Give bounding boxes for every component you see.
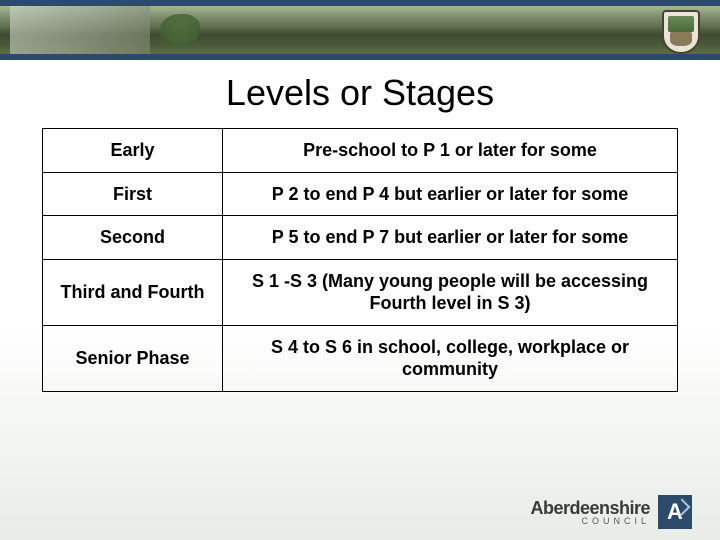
footer-brand: Aberdeenshire COUNCIL A: [530, 495, 692, 529]
table-row: Early Pre-school to P 1 or later for som…: [43, 129, 678, 173]
stage-cell: Pre-school to P 1 or later for some: [223, 129, 678, 173]
level-cell: Early: [43, 129, 223, 173]
stage-cell: S 1 -S 3 (Many young people will be acce…: [223, 259, 678, 325]
brand-sub: COUNCIL: [530, 517, 650, 526]
brand-text: Aberdeenshire COUNCIL: [530, 499, 650, 526]
levels-table-wrap: Early Pre-school to P 1 or later for som…: [0, 128, 720, 392]
table-row: First P 2 to end P 4 but earlier or late…: [43, 172, 678, 216]
table-row: Third and Fourth S 1 -S 3 (Many young pe…: [43, 259, 678, 325]
level-cell: Senior Phase: [43, 325, 223, 391]
level-cell: Second: [43, 216, 223, 260]
stage-cell: S 4 to S 6 in school, college, workplace…: [223, 325, 678, 391]
page-title: Levels or Stages: [0, 72, 720, 114]
school-crest-icon: [662, 10, 700, 54]
level-cell: Third and Fourth: [43, 259, 223, 325]
table-row: Second P 5 to end P 7 but earlier or lat…: [43, 216, 678, 260]
stage-cell: P 2 to end P 4 but earlier or later for …: [223, 172, 678, 216]
header-banner: [0, 0, 720, 60]
brand-main: Aberdeenshire: [530, 499, 650, 517]
stage-cell: P 5 to end P 7 but earlier or later for …: [223, 216, 678, 260]
level-cell: First: [43, 172, 223, 216]
footer: Aberdeenshire COUNCIL A: [0, 484, 720, 540]
levels-table: Early Pre-school to P 1 or later for som…: [42, 128, 678, 392]
council-logo-icon: A: [658, 495, 692, 529]
table-row: Senior Phase S 4 to S 6 in school, colle…: [43, 325, 678, 391]
